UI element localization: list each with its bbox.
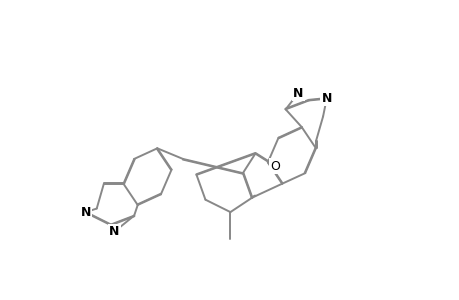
Text: N: N <box>321 92 331 105</box>
Text: N: N <box>292 87 302 100</box>
Text: O: O <box>269 160 279 172</box>
Text: N: N <box>109 225 119 238</box>
Text: N: N <box>81 206 91 219</box>
